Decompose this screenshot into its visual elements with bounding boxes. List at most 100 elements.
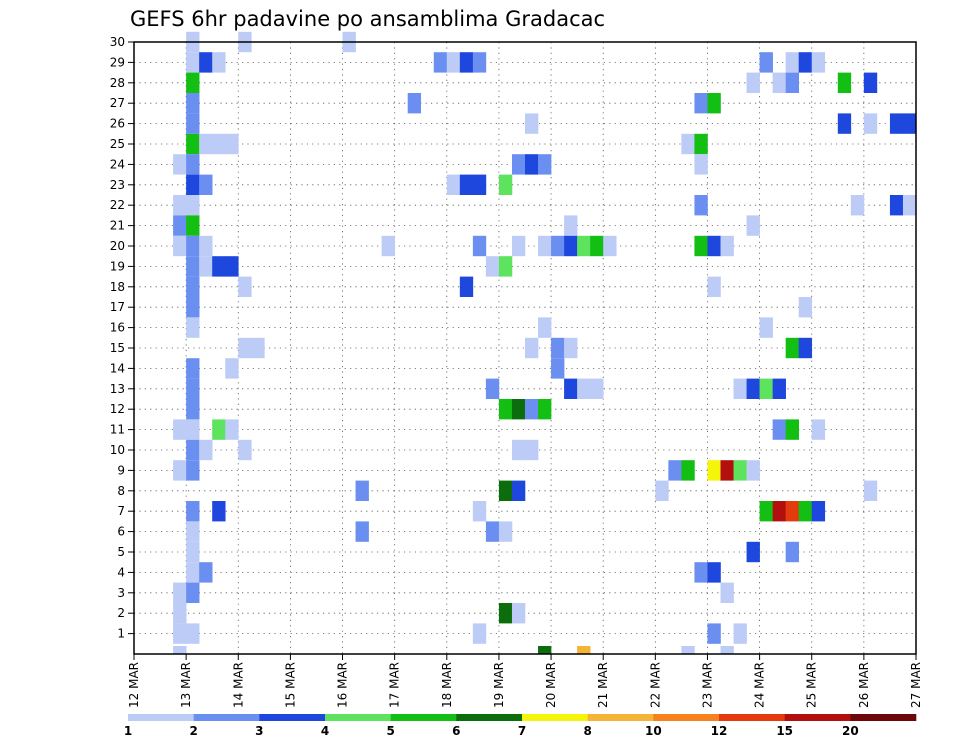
heatmap-cell	[655, 480, 669, 501]
heatmap-cell	[902, 195, 917, 216]
heatmap-cell	[746, 215, 760, 236]
heatmap-cell	[811, 419, 826, 440]
heatmap-cell	[381, 235, 395, 257]
heatmap-cell	[733, 623, 747, 644]
colorbar-segment	[522, 714, 588, 721]
colorbar-segment	[128, 714, 194, 721]
y-tick-label: 11	[110, 423, 125, 437]
heatmap-cell	[186, 541, 200, 563]
heatmap-cell	[746, 378, 760, 399]
heatmap-cell	[863, 113, 878, 134]
heatmap-cell	[902, 113, 917, 134]
heatmap-cell	[355, 521, 369, 542]
heatmap-cell	[681, 133, 695, 155]
y-tick-label: 20	[110, 239, 125, 253]
x-tick-label: 18 MAR	[440, 662, 454, 708]
heatmap-cell	[238, 276, 252, 297]
heatmap-cell	[186, 133, 200, 155]
chart-title: GEFS 6hr padavine po ansamblima Gradacac	[130, 7, 605, 31]
heatmap-cell	[694, 195, 708, 216]
heatmap-cell	[694, 93, 708, 114]
colorbar-segment	[193, 714, 260, 721]
heatmap-cell	[538, 646, 552, 654]
heatmap-cell	[212, 501, 226, 522]
heatmap-cell	[525, 337, 539, 359]
heatmap-cell	[498, 399, 513, 420]
y-tick-label: 4	[117, 565, 125, 579]
heatmap-cell	[694, 562, 708, 583]
heatmap-cell	[472, 501, 487, 522]
heatmap-cell	[186, 419, 200, 440]
y-tick-label: 1	[117, 627, 125, 641]
heatmap-cell	[681, 460, 695, 481]
y-tick-label: 22	[110, 198, 125, 212]
heatmap-cell	[511, 603, 526, 624]
heatmap-cell	[707, 562, 721, 583]
heatmap-cell	[186, 582, 200, 603]
y-tick-label: 14	[110, 361, 125, 375]
heatmap-cell	[199, 562, 213, 583]
heatmap-cell	[472, 52, 487, 73]
y-tick-label: 26	[110, 117, 125, 131]
x-tick-label: 13 MAR	[179, 662, 193, 708]
heatmap-cell	[173, 623, 187, 644]
colorbar-label: 4	[321, 724, 329, 738]
heatmap-cell	[538, 317, 552, 338]
heatmap-cell	[694, 154, 708, 175]
x-tick-label: 22 MAR	[648, 662, 662, 708]
heatmap-cell	[173, 235, 187, 257]
heatmap-cell	[720, 646, 734, 654]
heatmap-cell	[759, 52, 773, 73]
colorbar-segment	[259, 714, 326, 721]
heatmap-cell	[225, 256, 239, 277]
heatmap-cell	[511, 235, 526, 257]
heatmap-cell	[837, 72, 852, 93]
heatmap-cell	[837, 113, 852, 134]
heatmap-cell	[498, 256, 513, 277]
x-tick-label: 17 MAR	[388, 662, 402, 708]
y-tick-label: 21	[110, 219, 125, 233]
heatmap-cells	[173, 31, 917, 654]
y-tick-label: 12	[110, 402, 125, 416]
heatmap-cell	[186, 358, 200, 379]
y-tick-label: 5	[117, 545, 125, 559]
heatmap-cell	[238, 337, 252, 359]
heatmap-cell	[498, 603, 513, 624]
x-axis-ticks: 12 MAR 13 MAR 14 MAR 15 MAR 16 MAR 17 MAR 18 M…	[127, 654, 923, 708]
heatmap-cell	[720, 235, 734, 257]
colorbar-label: 6	[452, 724, 460, 738]
heatmap-cell	[785, 337, 799, 359]
colorbar-label: 15	[776, 724, 793, 738]
heatmap-cell	[889, 195, 904, 216]
y-tick-label: 8	[117, 484, 125, 498]
heatmap-cell	[863, 480, 878, 501]
heatmap-cell	[564, 215, 578, 236]
y-tick-label: 19	[110, 259, 125, 273]
heatmap-cell	[746, 460, 760, 481]
x-tick-label: 25 MAR	[805, 662, 819, 708]
heatmap-cell	[472, 235, 487, 257]
x-tick-label: 19 MAR	[492, 662, 506, 708]
x-tick-label: 16 MAR	[336, 662, 350, 708]
heatmap-cell	[472, 623, 487, 644]
heatmap-cell	[564, 337, 578, 359]
x-tick-label: 26 MAR	[857, 662, 871, 708]
heatmap-cell	[720, 460, 734, 481]
colorbar-label: 12	[711, 724, 728, 738]
x-tick-label: 20 MAR	[544, 662, 558, 708]
colorbar-segment	[784, 714, 851, 721]
heatmap-cell	[199, 133, 213, 155]
heatmap-cell	[811, 52, 826, 73]
colorbar-label: 7	[518, 724, 526, 738]
y-tick-label: 6	[117, 525, 125, 539]
heatmap-cell	[199, 235, 213, 257]
heatmap-cell	[511, 439, 526, 461]
heatmap-cell	[225, 358, 239, 379]
heatmap-cell	[446, 52, 461, 73]
colorbar-segment	[850, 714, 917, 721]
heatmap-cell	[603, 235, 617, 257]
x-tick-label: 21 MAR	[596, 662, 610, 708]
heatmap-cell	[863, 72, 878, 93]
colorbar-label: 2	[189, 724, 197, 738]
heatmap-cell	[772, 72, 786, 93]
